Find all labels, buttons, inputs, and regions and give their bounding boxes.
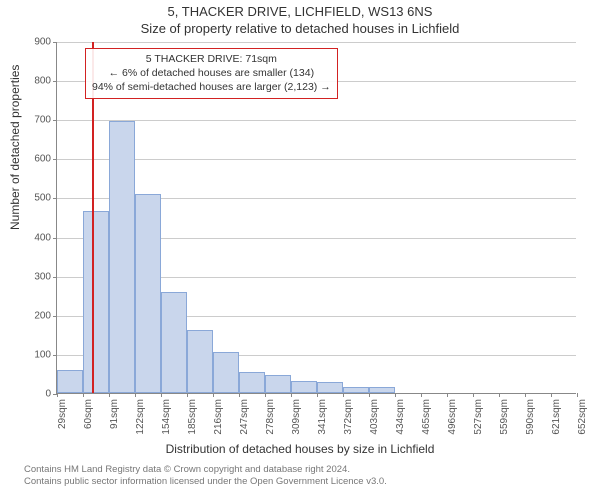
xtick-label: 185sqm: [187, 399, 198, 441]
ytick-label: 800: [34, 76, 57, 87]
xtick-label: 60sqm: [83, 399, 94, 441]
ytick-label: 0: [45, 389, 57, 400]
x-axis-label: Distribution of detached houses by size …: [0, 442, 600, 456]
xtick-mark: [317, 393, 318, 397]
xtick-label: 496sqm: [447, 399, 458, 441]
page-title-sub: Size of property relative to detached ho…: [0, 21, 600, 36]
xtick-mark: [109, 393, 110, 397]
xtick-label: 247sqm: [239, 399, 250, 441]
chart-container: 010020030040050060070080090029sqm60sqm91…: [56, 42, 576, 394]
histogram-bar: [369, 387, 395, 393]
ytick-label: 700: [34, 115, 57, 126]
xtick-label: 91sqm: [109, 399, 120, 441]
footer-line2: Contains public sector information licen…: [24, 476, 600, 488]
gridline: [57, 42, 576, 43]
histogram-bar: [83, 211, 109, 393]
ytick-label: 400: [34, 232, 57, 243]
xtick-mark: [421, 393, 422, 397]
xtick-mark: [57, 393, 58, 397]
xtick-label: 527sqm: [473, 399, 484, 441]
annotation-line: 5 THACKER DRIVE: 71sqm: [92, 52, 331, 66]
xtick-mark: [187, 393, 188, 397]
xtick-label: 434sqm: [395, 399, 406, 441]
ytick-label: 300: [34, 271, 57, 282]
xtick-mark: [369, 393, 370, 397]
xtick-label: 29sqm: [57, 399, 68, 441]
histogram-bar: [187, 330, 213, 393]
xtick-mark: [395, 393, 396, 397]
xtick-label: 309sqm: [291, 399, 302, 441]
xtick-label: 216sqm: [213, 399, 224, 441]
xtick-mark: [83, 393, 84, 397]
footer-line1: Contains HM Land Registry data © Crown c…: [24, 464, 600, 476]
ytick-label: 900: [34, 37, 57, 48]
xtick-mark: [343, 393, 344, 397]
xtick-mark: [265, 393, 266, 397]
xtick-mark: [291, 393, 292, 397]
xtick-label: 465sqm: [421, 399, 432, 441]
xtick-label: 372sqm: [343, 399, 354, 441]
histogram-bar: [135, 194, 161, 393]
ytick-label: 200: [34, 310, 57, 321]
histogram-bar: [161, 292, 187, 393]
xtick-mark: [473, 393, 474, 397]
xtick-label: 278sqm: [265, 399, 276, 441]
xtick-mark: [135, 393, 136, 397]
plot-area: 010020030040050060070080090029sqm60sqm91…: [56, 42, 576, 394]
xtick-label: 341sqm: [317, 399, 328, 441]
xtick-mark: [239, 393, 240, 397]
xtick-mark: [551, 393, 552, 397]
xtick-mark: [577, 393, 578, 397]
xtick-label: 403sqm: [369, 399, 380, 441]
histogram-bar: [265, 375, 291, 393]
xtick-label: 559sqm: [499, 399, 510, 441]
histogram-bar: [291, 381, 317, 393]
xtick-mark: [499, 393, 500, 397]
xtick-label: 154sqm: [161, 399, 172, 441]
ytick-label: 600: [34, 154, 57, 165]
y-axis-label: Number of detached properties: [8, 65, 22, 230]
xtick-label: 122sqm: [135, 399, 146, 441]
xtick-mark: [525, 393, 526, 397]
histogram-bar: [109, 121, 135, 393]
histogram-bar: [343, 387, 369, 393]
ytick-label: 100: [34, 349, 57, 360]
histogram-bar: [213, 352, 239, 393]
histogram-bar: [317, 382, 343, 393]
xtick-label: 621sqm: [551, 399, 562, 441]
xtick-mark: [213, 393, 214, 397]
xtick-label: 652sqm: [577, 399, 588, 441]
annotation-box: 5 THACKER DRIVE: 71sqm← 6% of detached h…: [85, 48, 338, 99]
footer: Contains HM Land Registry data © Crown c…: [0, 464, 600, 489]
histogram-bar: [57, 370, 83, 393]
xtick-mark: [161, 393, 162, 397]
page-title-address: 5, THACKER DRIVE, LICHFIELD, WS13 6NS: [0, 4, 600, 19]
xtick-label: 590sqm: [525, 399, 536, 441]
annotation-line: ← 6% of detached houses are smaller (134…: [92, 66, 331, 80]
ytick-label: 500: [34, 193, 57, 204]
annotation-line: 94% of semi-detached houses are larger (…: [92, 80, 331, 94]
xtick-mark: [447, 393, 448, 397]
histogram-bar: [239, 372, 265, 394]
